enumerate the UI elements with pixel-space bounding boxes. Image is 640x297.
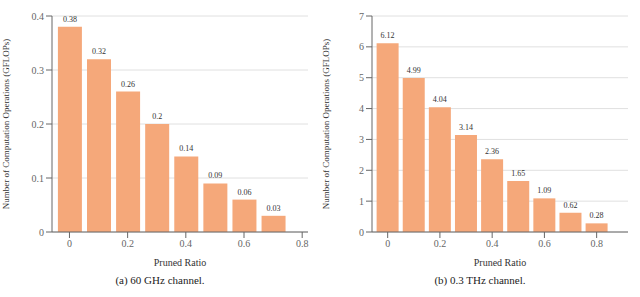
svg-text:6: 6 (359, 41, 364, 52)
svg-text:0.2: 0.2 (121, 238, 134, 249)
svg-text:Pruned Ratio: Pruned Ratio (154, 257, 207, 268)
svg-text:0.4: 0.4 (180, 238, 193, 249)
svg-text:3: 3 (359, 134, 364, 145)
svg-text:0: 0 (67, 238, 72, 249)
svg-text:2: 2 (359, 165, 364, 176)
svg-text:0.26: 0.26 (121, 80, 135, 89)
html-text:(b) 0.3 THz channel.: (b) 0.3 THz channel. (434, 274, 526, 286)
svg-text:0.62: 0.62 (563, 201, 577, 210)
svg-text:6.12: 6.12 (381, 31, 395, 40)
svg-text:0.06: 0.06 (237, 188, 251, 197)
svg-text:0.28: 0.28 (590, 211, 604, 220)
svg-text:1: 1 (359, 196, 364, 207)
svg-text:0.6: 0.6 (538, 238, 551, 249)
svg-text:0.2: 0.2 (434, 238, 447, 249)
svg-text:0.8: 0.8 (590, 238, 603, 249)
svg-text:0.8: 0.8 (296, 238, 309, 249)
svg-text:0.14: 0.14 (179, 144, 193, 153)
html-text:(a) 60 GHz channel.: (a) 60 GHz channel. (115, 274, 205, 286)
svg-text:0.38: 0.38 (63, 15, 77, 24)
svg-text:0.4: 0.4 (486, 238, 499, 249)
svg-text:0.2: 0.2 (152, 112, 162, 121)
svg-text:5: 5 (359, 72, 364, 83)
svg-text:3.14: 3.14 (459, 123, 473, 132)
svg-text:0.09: 0.09 (208, 171, 222, 180)
svg-text:Number of Computation Operatio: Number of Computation Operations (GFLOPs… (8, 39, 11, 209)
svg-text:0: 0 (39, 227, 44, 238)
svg-text:4.99: 4.99 (407, 66, 421, 75)
svg-text:1.09: 1.09 (537, 186, 551, 195)
svg-text:0: 0 (385, 238, 390, 249)
svg-text:0.32: 0.32 (92, 47, 106, 56)
svg-text:Pruned Ratio: Pruned Ratio (474, 257, 527, 268)
svg-text:0.1: 0.1 (32, 173, 45, 184)
svg-text:2.36: 2.36 (485, 147, 499, 156)
svg-text:0.4: 0.4 (32, 11, 45, 22)
svg-text:7: 7 (359, 11, 364, 22)
svg-text:4.04: 4.04 (433, 95, 447, 104)
svg-text:0.3: 0.3 (32, 65, 45, 76)
svg-text:0.2: 0.2 (32, 119, 45, 130)
svg-text:0: 0 (359, 227, 364, 238)
svg-text:0.03: 0.03 (267, 204, 281, 213)
svg-text:1.65: 1.65 (511, 169, 525, 178)
svg-text:Number of Computation Operatio: Number of Computation Operations (GFLOPs… (321, 39, 331, 209)
svg-text:0.6: 0.6 (238, 238, 251, 249)
svg-text:4: 4 (359, 103, 364, 114)
